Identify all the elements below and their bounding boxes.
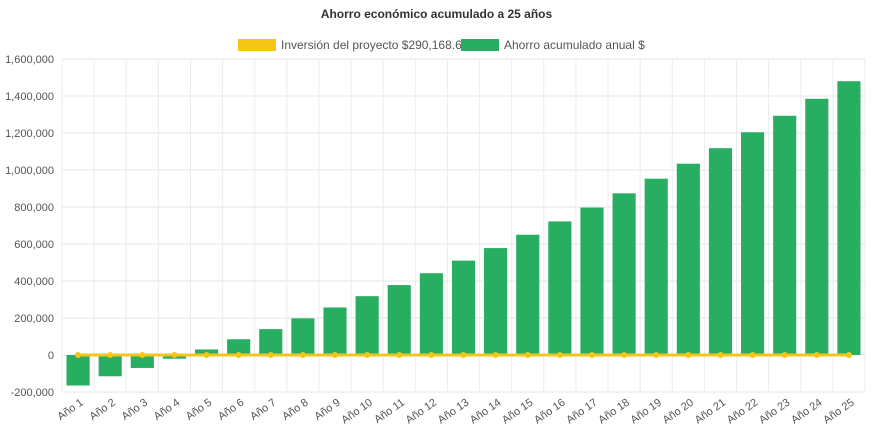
y-tick-label: -200,000 [11,387,54,399]
x-tick-label: Año 21 [693,397,728,427]
legend-swatch [238,39,276,51]
x-tick-label: Año 18 [596,397,631,427]
line-point [332,352,339,358]
bar [291,318,315,355]
line-point [653,352,660,358]
x-tick-label: Año 20 [661,397,696,427]
bar [676,163,700,355]
bar [419,273,443,355]
bar [644,178,668,355]
y-tick-label: 800,000 [14,202,54,214]
bar [837,81,861,355]
bar [612,193,636,355]
y-tick-label: 1,000,000 [5,165,54,177]
x-tick-label: Año 11 [372,397,407,426]
x-tick-label: Año 13 [436,397,471,427]
bar [130,355,154,368]
x-tick-label: Año 14 [468,397,503,427]
line-point [781,352,788,358]
legend-label: Inversión del proyecto $290,168.61 [281,38,469,52]
line-point [171,352,178,358]
x-tick-label: Año 12 [404,397,439,427]
line-series [75,352,852,358]
line-point [75,352,82,358]
y-tick-label: 1,400,000 [5,91,54,103]
y-tick-label: 400,000 [14,276,54,288]
x-tick-label: Año 2 [87,397,117,423]
line-point [235,352,242,358]
bar [741,132,765,355]
y-axis: -200,000 0 200,000 400,000 600,000 800,000 1,0… [5,54,54,399]
y-tick-label: 0 [48,350,54,362]
bar [516,234,540,355]
line-point [524,352,531,358]
bar [227,339,251,355]
line-point [621,352,628,358]
line-point [364,352,371,358]
legend-swatch [461,39,499,51]
bar [773,115,797,355]
line-point [299,352,306,358]
bar [580,207,604,355]
line-point [267,352,274,358]
chart-title: Ahorro económico acumulado a 25 años [321,7,553,21]
line-point [813,352,820,358]
line-point [107,352,114,358]
y-tick-label: 200,000 [14,313,54,325]
line-point [428,352,435,358]
x-tick-label: Año 17 [564,397,599,427]
y-tick-label: 600,000 [14,239,54,251]
line-point [203,352,210,358]
line-point [460,352,467,358]
bar [484,248,508,355]
bar [548,221,572,355]
x-tick-label: Año 16 [532,397,567,427]
x-tick-label: Año 1 [55,397,85,423]
bar-series [66,81,861,386]
x-tick-label: Año 8 [280,397,310,423]
x-tick-label: Año 4 [152,397,182,423]
line-point [492,352,499,358]
x-tick-label: Año 3 [120,397,150,423]
line-point [139,352,146,358]
x-tick-label: Año 15 [500,397,535,427]
x-tick-label: Año 7 [248,397,278,423]
line-point [556,352,563,358]
x-tick-label: Año 9 [312,397,342,423]
y-tick-label: 1,600,000 [5,54,54,66]
x-axis: Año 1 Año 2 Año 3 Año 4 Año 5 Año 6 Año 7 Año 8… [55,397,856,427]
bar [451,260,476,355]
line-point [717,352,724,358]
x-tick-label: Año 24 [789,397,824,427]
bar [355,296,379,355]
line-point [396,352,403,358]
line-point [588,352,595,358]
bar [387,285,411,355]
bar [323,307,347,355]
grid-lines [61,58,866,393]
bar [708,148,733,355]
x-tick-label: Año 25 [821,397,856,427]
y-tick-label: 1,200,000 [5,128,54,140]
bar [98,355,122,377]
x-tick-label: Año 6 [216,397,246,423]
x-tick-label: Año 5 [184,397,214,423]
x-tick-label: Año 23 [757,397,792,427]
bar [66,355,90,386]
legend: Inversión del proyecto $290,168.61 Ahorro… [238,38,645,52]
bar [805,98,829,356]
line-point [685,352,692,358]
x-tick-label: Año 10 [339,397,374,427]
x-tick-label: Año 19 [628,397,663,427]
line-point [749,352,756,358]
legend-label: Ahorro acumulado anual $ [504,38,645,52]
line-point [845,352,852,358]
bar [259,329,283,355]
x-tick-label: Año 22 [725,397,760,427]
